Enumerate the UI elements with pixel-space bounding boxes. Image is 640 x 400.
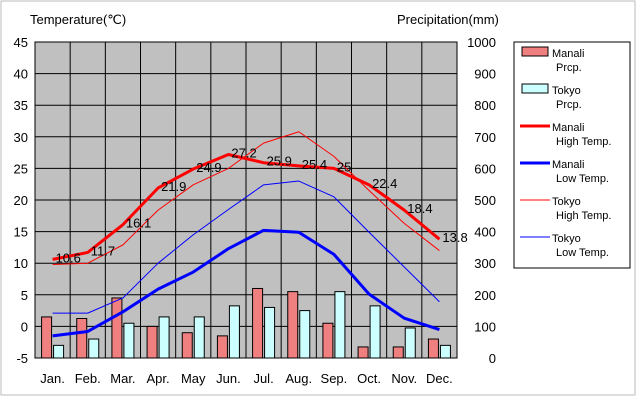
series-line bbox=[52, 228, 440, 338]
bar bbox=[404, 327, 416, 359]
left-tick-label: 45 bbox=[14, 35, 28, 50]
data-label: 27.2 bbox=[231, 145, 256, 160]
legend-swatch bbox=[521, 46, 549, 57]
x-tick-label: May bbox=[181, 371, 206, 386]
x-tick-label: Jan. bbox=[40, 371, 65, 386]
x-axis-ticks: Jan. Feb. Mar. Apr. May Jun. Jul. Aug. Sep. Oct. N… bbox=[40, 371, 452, 386]
bar bbox=[322, 322, 334, 359]
right-tick-label: 500 bbox=[474, 193, 496, 208]
x-tick-label: Dec. bbox=[426, 371, 453, 386]
data-label: 21.9 bbox=[161, 179, 186, 194]
data-label: 10.6 bbox=[56, 250, 81, 265]
lines-group bbox=[52, 131, 441, 338]
left-axis-ticks: -5 0 5 10 15 20 25 30 35 40 45 bbox=[14, 35, 28, 366]
bar bbox=[439, 344, 451, 359]
left-tick-label: 5 bbox=[21, 288, 28, 303]
bar bbox=[392, 346, 404, 359]
legend-swatch bbox=[521, 83, 549, 94]
x-tick-label: Nov. bbox=[391, 371, 417, 386]
series-line bbox=[52, 152, 441, 261]
bar bbox=[334, 291, 346, 359]
left-tick-label: 25 bbox=[14, 161, 28, 176]
x-tick-label: Mar. bbox=[110, 371, 135, 386]
x-tick-label: Aug. bbox=[285, 371, 312, 386]
bar bbox=[216, 335, 228, 359]
x-tick-label: Jul. bbox=[253, 371, 273, 386]
data-label: 11.7 bbox=[91, 243, 115, 258]
bar bbox=[53, 344, 65, 359]
x-tick-label: Oct. bbox=[357, 371, 381, 386]
data-label: 25 bbox=[337, 159, 351, 174]
left-tick-label: 0 bbox=[21, 319, 28, 334]
right-tick-label: 300 bbox=[474, 256, 496, 271]
bar bbox=[228, 305, 240, 359]
legend-label: Manali High Temp. bbox=[552, 122, 611, 148]
bar bbox=[146, 325, 158, 359]
x-tick-label: Jun. bbox=[216, 371, 241, 386]
bar bbox=[158, 316, 170, 359]
left-tick-label: 40 bbox=[14, 67, 28, 82]
right-tick-label: 700 bbox=[474, 130, 496, 145]
legend-label: Tokyo Prcp. bbox=[552, 85, 582, 111]
right-tick-label: 0 bbox=[489, 351, 496, 366]
left-tick-label: 35 bbox=[14, 98, 28, 113]
right-axis-title: Precipitation(mm) bbox=[397, 12, 499, 27]
left-tick-label: -5 bbox=[16, 351, 28, 366]
right-tick-label: 600 bbox=[474, 161, 496, 176]
bar bbox=[264, 306, 276, 359]
data-label: 18.4 bbox=[407, 201, 432, 216]
bar bbox=[88, 338, 100, 359]
x-tick-label: Sep. bbox=[321, 371, 348, 386]
left-tick-label: 20 bbox=[14, 193, 28, 208]
data-label: 13.8 bbox=[442, 230, 467, 245]
x-tick-label: Apr. bbox=[147, 371, 170, 386]
right-tick-label: 900 bbox=[474, 67, 496, 82]
left-tick-label: 30 bbox=[14, 130, 28, 145]
right-tick-label: 200 bbox=[474, 288, 496, 303]
left-tick-label: 10 bbox=[14, 256, 28, 271]
legend-label: Tokyo High Temp. bbox=[552, 196, 611, 222]
right-tick-label: 800 bbox=[474, 98, 496, 113]
right-tick-label: 100 bbox=[474, 319, 496, 334]
bars-group bbox=[41, 287, 451, 359]
bar bbox=[357, 346, 369, 359]
left-tick-label: 15 bbox=[14, 225, 28, 240]
x-tick-label: Feb. bbox=[75, 371, 101, 386]
bar bbox=[299, 310, 311, 359]
grid-lines bbox=[35, 41, 457, 359]
bar bbox=[287, 291, 299, 359]
data-label: 22.4 bbox=[372, 176, 397, 191]
left-axis-title: Temperature(℃) bbox=[30, 12, 126, 27]
legend-label: Manali Low Temp. bbox=[552, 159, 609, 185]
legend: Manali Prcp. Tokyo Prcp. Manali High Temp. Man… bbox=[520, 46, 611, 259]
bar bbox=[41, 316, 53, 359]
bar bbox=[181, 332, 193, 359]
right-tick-label: 400 bbox=[474, 225, 496, 240]
bar bbox=[123, 322, 135, 359]
bar bbox=[193, 316, 205, 359]
data-label: 16.1 bbox=[126, 216, 151, 231]
legend-label: Manali Prcp. bbox=[552, 48, 584, 74]
right-tick-label: 1000 bbox=[467, 35, 496, 50]
bar bbox=[76, 318, 88, 359]
series-line bbox=[52, 180, 440, 314]
bar bbox=[369, 305, 381, 359]
right-axis-ticks: 0 100 200 300 400 500 600 700 800 900 1000 bbox=[467, 35, 496, 366]
data-label: 25.4 bbox=[302, 157, 327, 172]
bar bbox=[427, 338, 439, 359]
legend-label: Tokyo Low Temp. bbox=[552, 233, 609, 259]
series-line bbox=[52, 131, 440, 265]
bar bbox=[252, 287, 264, 359]
data-labels-group: 10.6 11.7 16.1 21.9 24.9 27.2 25.9 25.4 25 22.4 18… bbox=[56, 145, 468, 265]
data-label: 25.9 bbox=[267, 154, 292, 169]
bar bbox=[111, 297, 123, 359]
legend-box bbox=[513, 41, 631, 269]
data-label: 24.9 bbox=[196, 160, 221, 175]
